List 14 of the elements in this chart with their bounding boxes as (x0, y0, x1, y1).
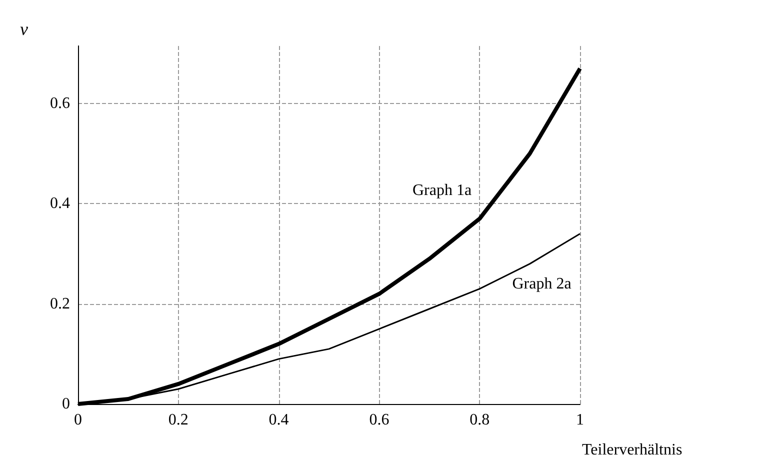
y-tick-label: 0 (62, 396, 70, 412)
y-tick-label: 0.2 (50, 295, 70, 312)
y-tick-label: 0.4 (50, 195, 70, 212)
series-label: Graph 2a (512, 275, 572, 292)
series-label: Graph 1a (412, 182, 472, 200)
x-tick-label: 1 (576, 412, 584, 428)
y-axis-title: ν (20, 19, 28, 39)
y-tick-label: 0.6 (50, 95, 70, 112)
x-tick-label: 0.2 (168, 412, 188, 428)
x-tick-label: 0.4 (268, 412, 289, 428)
x-tick-label: 0.6 (369, 412, 390, 428)
x-axis-title: Teilerverhältnis (582, 442, 682, 458)
x-tick-label: 0 (74, 412, 82, 428)
x-tick-label: 0.8 (470, 412, 490, 428)
